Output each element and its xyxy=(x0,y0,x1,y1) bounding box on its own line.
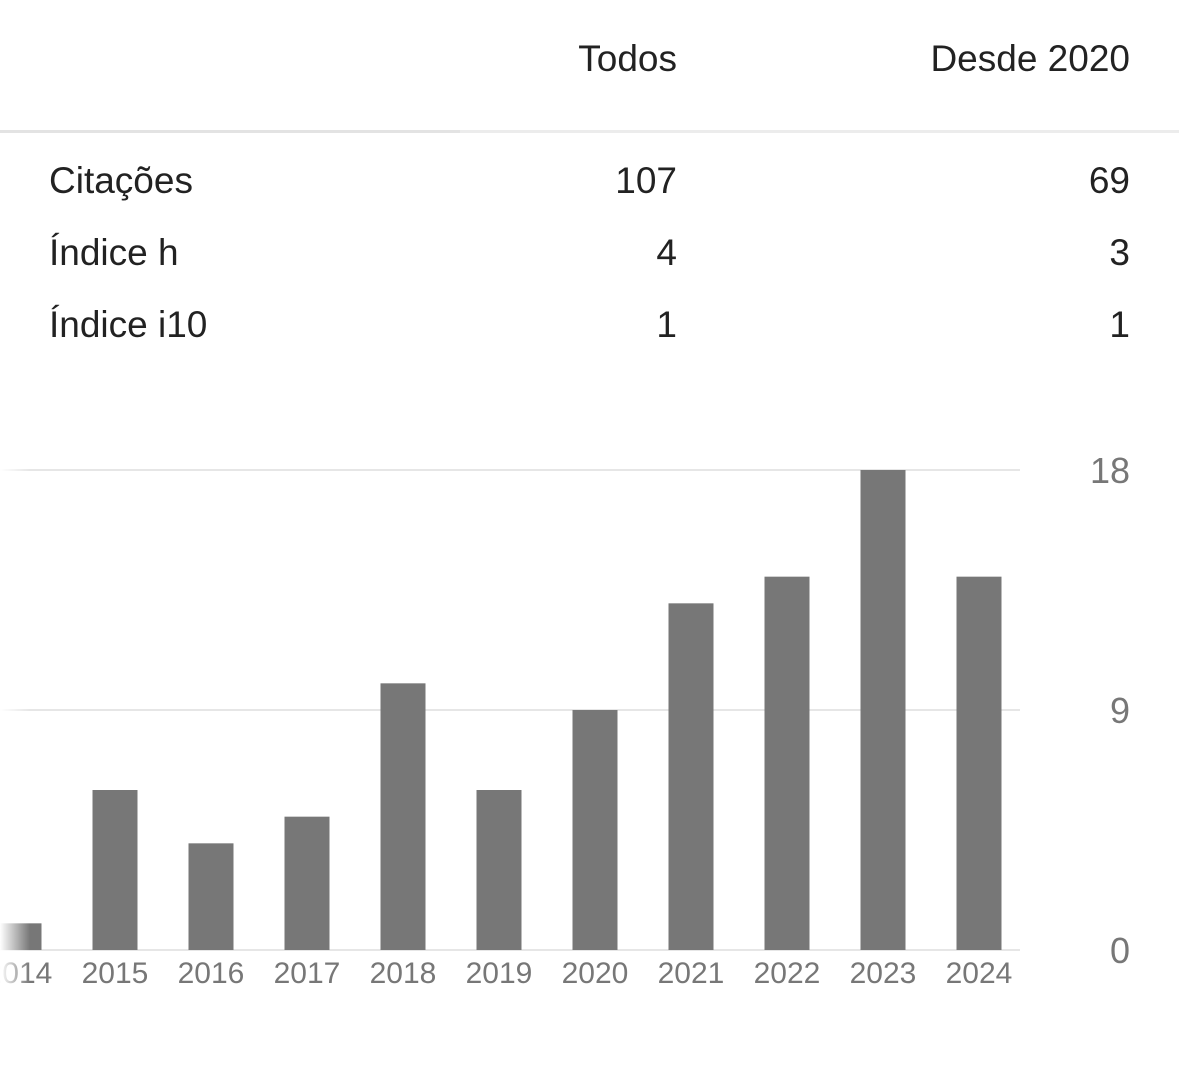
x-tick-label-2018: 2018 xyxy=(370,957,437,990)
bar-2022[interactable] xyxy=(764,576,810,950)
x-tick-label-2019: 2019 xyxy=(466,957,533,990)
y-tick-label-9: 9 xyxy=(1110,690,1130,731)
x-tick-label-2020: 2020 xyxy=(562,957,629,990)
header-divider xyxy=(0,130,460,133)
bar-2021[interactable] xyxy=(668,603,714,950)
x-tick-label-2021: 2021 xyxy=(658,957,725,990)
y-tick-label-0: 0 xyxy=(1110,930,1130,971)
bar-2018[interactable] xyxy=(380,683,426,950)
header-divider-right xyxy=(460,130,1179,133)
left-fade-overlay xyxy=(0,400,30,1020)
y-tick-label-18: 18 xyxy=(1090,450,1130,491)
row-value-since: 69 xyxy=(1088,160,1130,201)
x-tick-label-2016: 2016 xyxy=(178,957,245,990)
bar-2015[interactable] xyxy=(92,790,138,950)
column-header-all[interactable]: Todos xyxy=(578,38,677,79)
x-tick-label-2024: 2024 xyxy=(946,957,1013,990)
x-tick-label-2023: 2023 xyxy=(850,957,917,990)
bar-2017[interactable] xyxy=(284,816,330,950)
row-value-since: 1 xyxy=(1109,304,1130,345)
row-label: Índice i10 xyxy=(49,304,208,345)
row-value-since: 3 xyxy=(1109,232,1130,273)
bar-2024[interactable] xyxy=(956,576,1002,950)
column-header-since[interactable]: Desde 2020 xyxy=(930,38,1130,79)
bar-2020[interactable] xyxy=(572,710,618,950)
row-value-all: 107 xyxy=(615,160,677,201)
table-row-i10-index: Índice i10 1 1 xyxy=(0,304,1179,360)
x-tick-label-2017: 2017 xyxy=(274,957,341,990)
x-tick-label-2022: 2022 xyxy=(754,957,821,990)
bar-2019[interactable] xyxy=(476,790,522,950)
bar-2023[interactable] xyxy=(860,470,906,950)
row-label: Citações xyxy=(49,160,193,201)
citations-per-year-chart: 2014201520162017201820192020202120222023… xyxy=(0,400,1179,1020)
row-value-all: 4 xyxy=(656,232,677,273)
table-row-h-index: Índice h 4 3 xyxy=(0,232,1179,288)
row-label: Índice h xyxy=(49,232,179,273)
x-tick-label-2015: 2015 xyxy=(82,957,149,990)
table-row-citations: Citações 107 69 xyxy=(0,160,1179,216)
row-value-all: 1 xyxy=(656,304,677,345)
bar-2016[interactable] xyxy=(188,843,234,950)
